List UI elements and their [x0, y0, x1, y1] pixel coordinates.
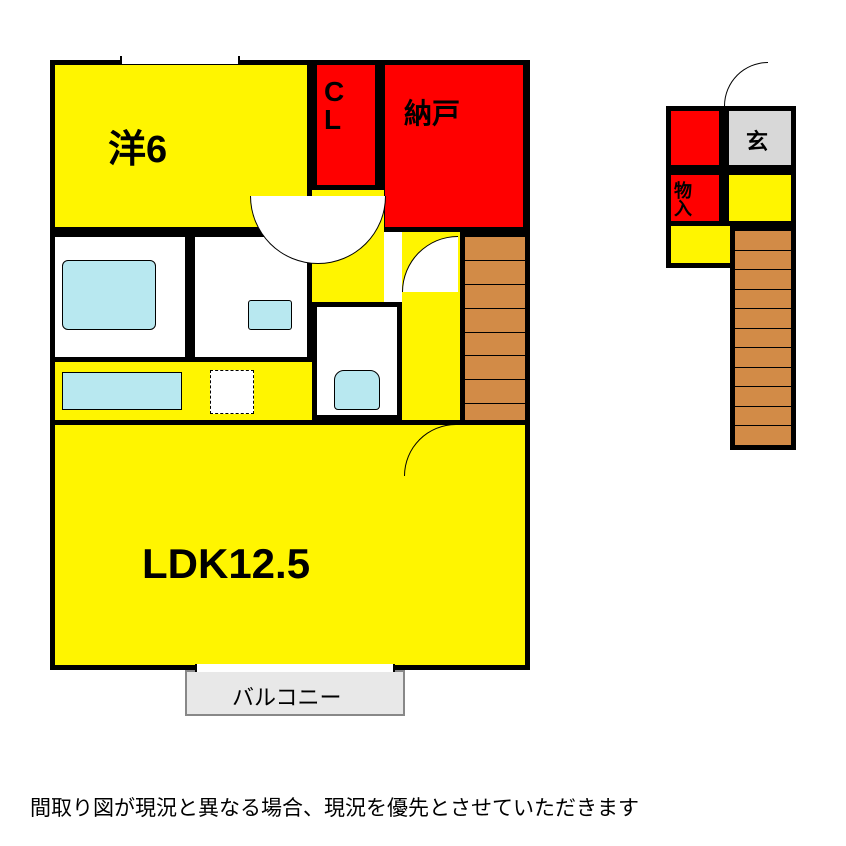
label-mini-storage: 物入 — [674, 182, 692, 218]
mini-hall-yellow2 — [666, 226, 730, 268]
label-closet: CL — [324, 78, 344, 134]
mini-stairs — [730, 226, 796, 450]
fixture-kitchen-counter — [62, 372, 182, 410]
mini-storage-top — [666, 106, 724, 170]
room-nando — [380, 60, 528, 232]
label-western: 洋6 — [108, 118, 167, 173]
fixture-sink — [248, 300, 292, 330]
fixture-tub — [62, 260, 156, 330]
label-balcony: バルコニー — [232, 680, 342, 712]
window-top — [120, 56, 240, 64]
fixture-toilet — [334, 370, 380, 410]
label-ldk: LDK12.5 — [142, 540, 310, 588]
mini-door-arc — [724, 62, 768, 106]
fixture-washer — [210, 370, 254, 414]
stairs-main — [460, 232, 530, 432]
disclaimer-text: 間取り図が現況と異なる場合、現況を優先とさせていただきます — [30, 792, 639, 822]
label-nando: 納戸 — [404, 92, 460, 132]
mini-hall-yellow — [724, 170, 796, 226]
window-bottom — [195, 664, 395, 672]
label-mini-entrance: 玄 — [746, 124, 768, 156]
room-closet — [312, 60, 380, 190]
floorplan-canvas: 洋6 CL 納戸 LDK12.5 バルコニー 玄 — [0, 0, 846, 846]
